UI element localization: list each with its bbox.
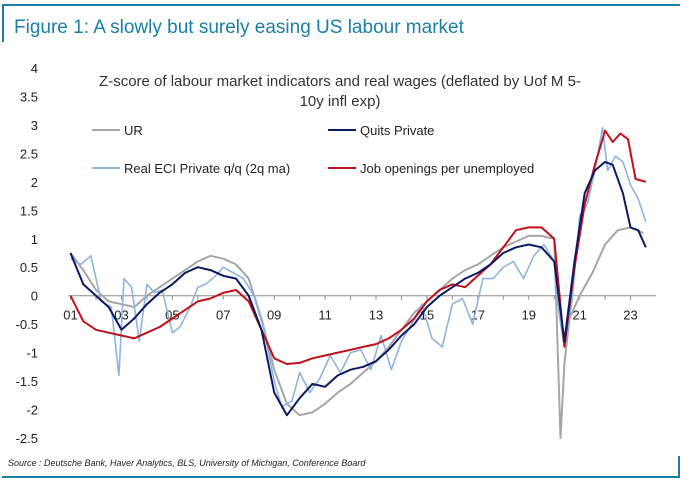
series-line-1 (69, 226, 644, 439)
x-tick-label: 07 (216, 308, 230, 323)
y-tick-label: -1.5 (16, 374, 38, 389)
y-tick-label: 1 (31, 232, 38, 247)
y-axis: 4 3.5 3 2.5 2 1.5 1 0.5 0 -0.5 -1 -1.5 -2 -2.5 (16, 61, 38, 446)
x-tick-label: 13 (369, 308, 383, 323)
figure-title: Figure 1: A slowly but surely easing US … (14, 17, 464, 38)
x-tick-label: 11 (318, 308, 332, 323)
y-tick-label: 4 (31, 61, 38, 76)
legend: UR Quits Private Real ECI Private q/q (2q … (92, 123, 534, 176)
legend-label: Job openings per unemployed (360, 161, 534, 176)
x-axis: 01 03 05 07 09 11 13 15 17 19 21 23 (63, 295, 656, 323)
x-tick-label: 09 (267, 308, 281, 323)
x-tick-label: 23 (623, 308, 637, 323)
figure-title-bar: Figure 1: A slowly but surely easing US … (2, 4, 680, 44)
y-tick-label: 2 (31, 175, 38, 190)
y-tick-label: 0.5 (20, 260, 38, 275)
series-line-2 (69, 160, 647, 417)
line-chart: Z-score of labour market indicators and … (16, 61, 656, 446)
source-bar: Source : Deutsche Bank, Haver Analytics,… (2, 448, 680, 478)
x-tick-label: 01 (63, 308, 77, 323)
y-tick-label: -0.5 (16, 317, 38, 332)
chart-title-line-2: 10y infl exp) (300, 93, 381, 110)
y-tick-label: 3 (31, 118, 38, 133)
chart-title: Z-score of labour market indicators and … (99, 73, 581, 110)
y-tick-label: 1.5 (20, 203, 38, 218)
y-tick-label: -2 (26, 403, 38, 418)
y-tick-label: 2.5 (20, 146, 38, 161)
legend-label: Quits Private (360, 123, 434, 138)
x-tick-label: 19 (521, 308, 535, 323)
y-tick-label: -2.5 (16, 431, 38, 446)
series-lines (69, 127, 647, 439)
legend-label: Real ECI Private q/q (2q ma) (124, 161, 290, 176)
y-tick-label: 0 (31, 289, 38, 304)
legend-label: UR (124, 123, 143, 138)
y-tick-label: -1 (26, 346, 38, 361)
source-note: Source : Deutsche Bank, Haver Analytics,… (8, 458, 366, 468)
y-tick-label: 3.5 (20, 89, 38, 104)
x-tick-label: 21 (572, 308, 586, 323)
chart-title-line-1: Z-score of labour market indicators and … (99, 73, 581, 90)
